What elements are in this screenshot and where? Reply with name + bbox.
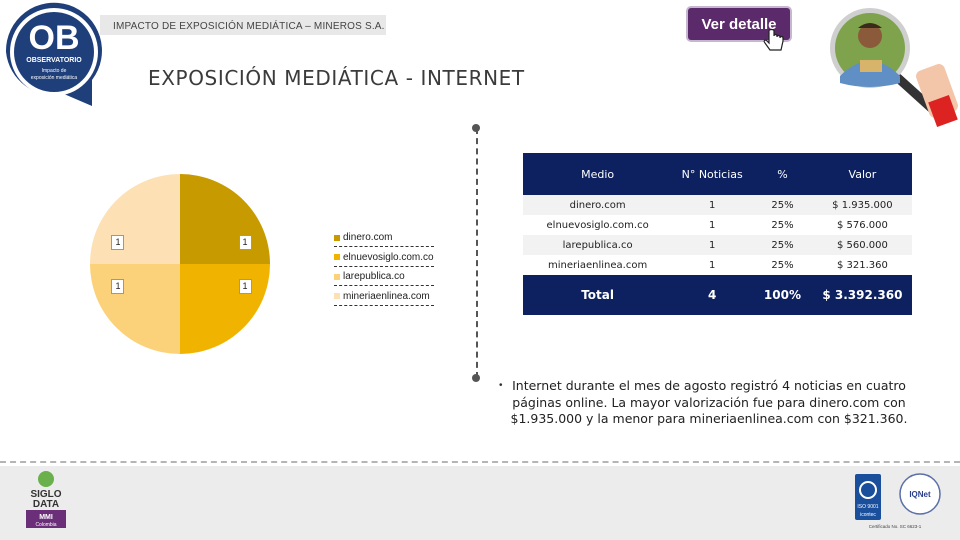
table-total-row: Total 4 100% $ 3.392.360 bbox=[523, 275, 912, 315]
cell-medio: elnuevosiglo.com.co bbox=[546, 219, 649, 231]
cell-medio: mineriaenlinea.com bbox=[547, 259, 648, 271]
legend-swatch bbox=[334, 254, 340, 260]
legend-label: elnuevosiglo.com.co bbox=[343, 251, 434, 263]
pie-slice-larepublica-co bbox=[90, 264, 180, 354]
footer-divider bbox=[0, 461, 960, 463]
pie-slice-elnuevosiglo-com-co bbox=[180, 264, 270, 354]
col-header-medio: Medio bbox=[523, 153, 673, 195]
cell-medio: larepublica.co bbox=[523, 235, 673, 255]
cell-noticias: 1 bbox=[708, 259, 716, 271]
legend-label: mineriaenlinea.com bbox=[343, 290, 430, 302]
total-valor: $ 3.392.360 bbox=[812, 275, 912, 315]
pie-slice-value-label: 1 bbox=[111, 279, 125, 295]
iqnet-label: IQNet bbox=[909, 490, 931, 499]
iso-certification-logos: ISO 9001 icontec IQNet Certificado No. S… bbox=[855, 473, 941, 529]
table-row: larepublica.co 1 25% $ 560.000 bbox=[523, 235, 912, 255]
summary-text: Internet durante el mes de agosto regist… bbox=[510, 378, 908, 426]
siglo-line4: Colombia bbox=[35, 522, 56, 528]
total-label: Total bbox=[523, 275, 673, 315]
cell-percent: 25% bbox=[771, 259, 794, 271]
pie-chart bbox=[90, 174, 270, 354]
logo-line3: exposición mediática bbox=[31, 75, 78, 81]
siglo-data-logo: SIGLO DATA MMI Colombia bbox=[26, 471, 66, 528]
total-noticias: 4 bbox=[672, 275, 753, 315]
legend-item: elnuevosiglo.com.co bbox=[334, 249, 434, 267]
legend-swatch bbox=[334, 234, 340, 241]
cell-percent: 25% bbox=[752, 235, 813, 255]
media-table: Medio N° Noticias % Valor dinero.com 1 2… bbox=[523, 153, 912, 315]
certificado-label: Certificado No. SC 6623-1 bbox=[869, 524, 922, 529]
legend-item: dinero.com bbox=[334, 229, 434, 247]
report-title-bar bbox=[100, 15, 386, 35]
cell-percent: 25% bbox=[752, 195, 813, 215]
report-title: IMPACTO DE EXPOSICIÓN MEDIÁTICA – MINERO… bbox=[113, 21, 385, 32]
cell-valor: $ 576.000 bbox=[836, 219, 888, 231]
cell-noticias: 1 bbox=[708, 219, 716, 231]
pie-slice-dinero-com bbox=[180, 174, 270, 264]
cell-medio: dinero.com bbox=[523, 195, 673, 215]
siglo-line1: SIGLO bbox=[30, 489, 61, 500]
divider-dot-top bbox=[472, 124, 480, 132]
legend-item: mineriaenlinea.com bbox=[334, 288, 434, 306]
page-title: EXPOSICIÓN MEDIÁTICA - INTERNET bbox=[148, 66, 525, 90]
summary-bullet: • bbox=[499, 380, 503, 391]
cell-valor: $ 321.360 bbox=[836, 259, 888, 271]
logo-line2: Impacto de bbox=[42, 68, 67, 74]
pie-slice-value-label: 1 bbox=[238, 234, 252, 250]
logo-initials: OB bbox=[29, 19, 80, 57]
pie-slice-mineriaenlinea-com bbox=[90, 174, 180, 264]
cell-valor: $ 1.935.000 bbox=[812, 195, 912, 215]
siglo-line3: MMI bbox=[39, 514, 53, 521]
divider-dot-bottom bbox=[472, 374, 480, 382]
legend-swatch bbox=[334, 293, 340, 299]
table-row: mineriaenlinea.com 1 25% $ 321.360 bbox=[523, 255, 912, 275]
col-header-percent: % bbox=[752, 153, 813, 195]
chart-legend: dinero.com elnuevosiglo.com.co larepublica… bbox=[334, 229, 434, 307]
pie-slice-value-label: 1 bbox=[111, 234, 125, 250]
farmer-photo bbox=[830, 8, 958, 127]
observatorio-logo: OB OBSERVATORIO Impacto de exposición me… bbox=[5, 2, 102, 106]
icontec-label: icontec bbox=[860, 512, 876, 518]
col-header-valor: Valor bbox=[812, 153, 912, 195]
table-row: elnuevosiglo.com.co 1 25% $ 576.000 bbox=[523, 215, 912, 235]
footer bbox=[0, 466, 960, 540]
cell-valor: $ 560.000 bbox=[812, 235, 912, 255]
legend-label: dinero.com bbox=[343, 232, 393, 243]
iso-label: ISO 9001 bbox=[857, 504, 878, 510]
logo-line1: OBSERVATORIO bbox=[26, 57, 82, 64]
cell-noticias: 1 bbox=[672, 195, 753, 215]
cell-noticias: 1 bbox=[672, 235, 753, 255]
legend-swatch bbox=[334, 273, 340, 280]
total-percent: 100% bbox=[752, 275, 813, 315]
legend-item: larepublica.co bbox=[334, 268, 434, 286]
vertical-divider bbox=[476, 128, 478, 378]
table-row: dinero.com 1 25% $ 1.935.000 bbox=[523, 195, 912, 215]
cell-percent: 25% bbox=[771, 219, 794, 231]
legend-label: larepublica.co bbox=[343, 271, 405, 282]
col-header-noticias: N° Noticias bbox=[672, 153, 753, 195]
pointer-hand-icon bbox=[763, 28, 784, 51]
pie-slice-value-label: 1 bbox=[238, 279, 252, 295]
siglo-line2: DATA bbox=[33, 499, 59, 510]
